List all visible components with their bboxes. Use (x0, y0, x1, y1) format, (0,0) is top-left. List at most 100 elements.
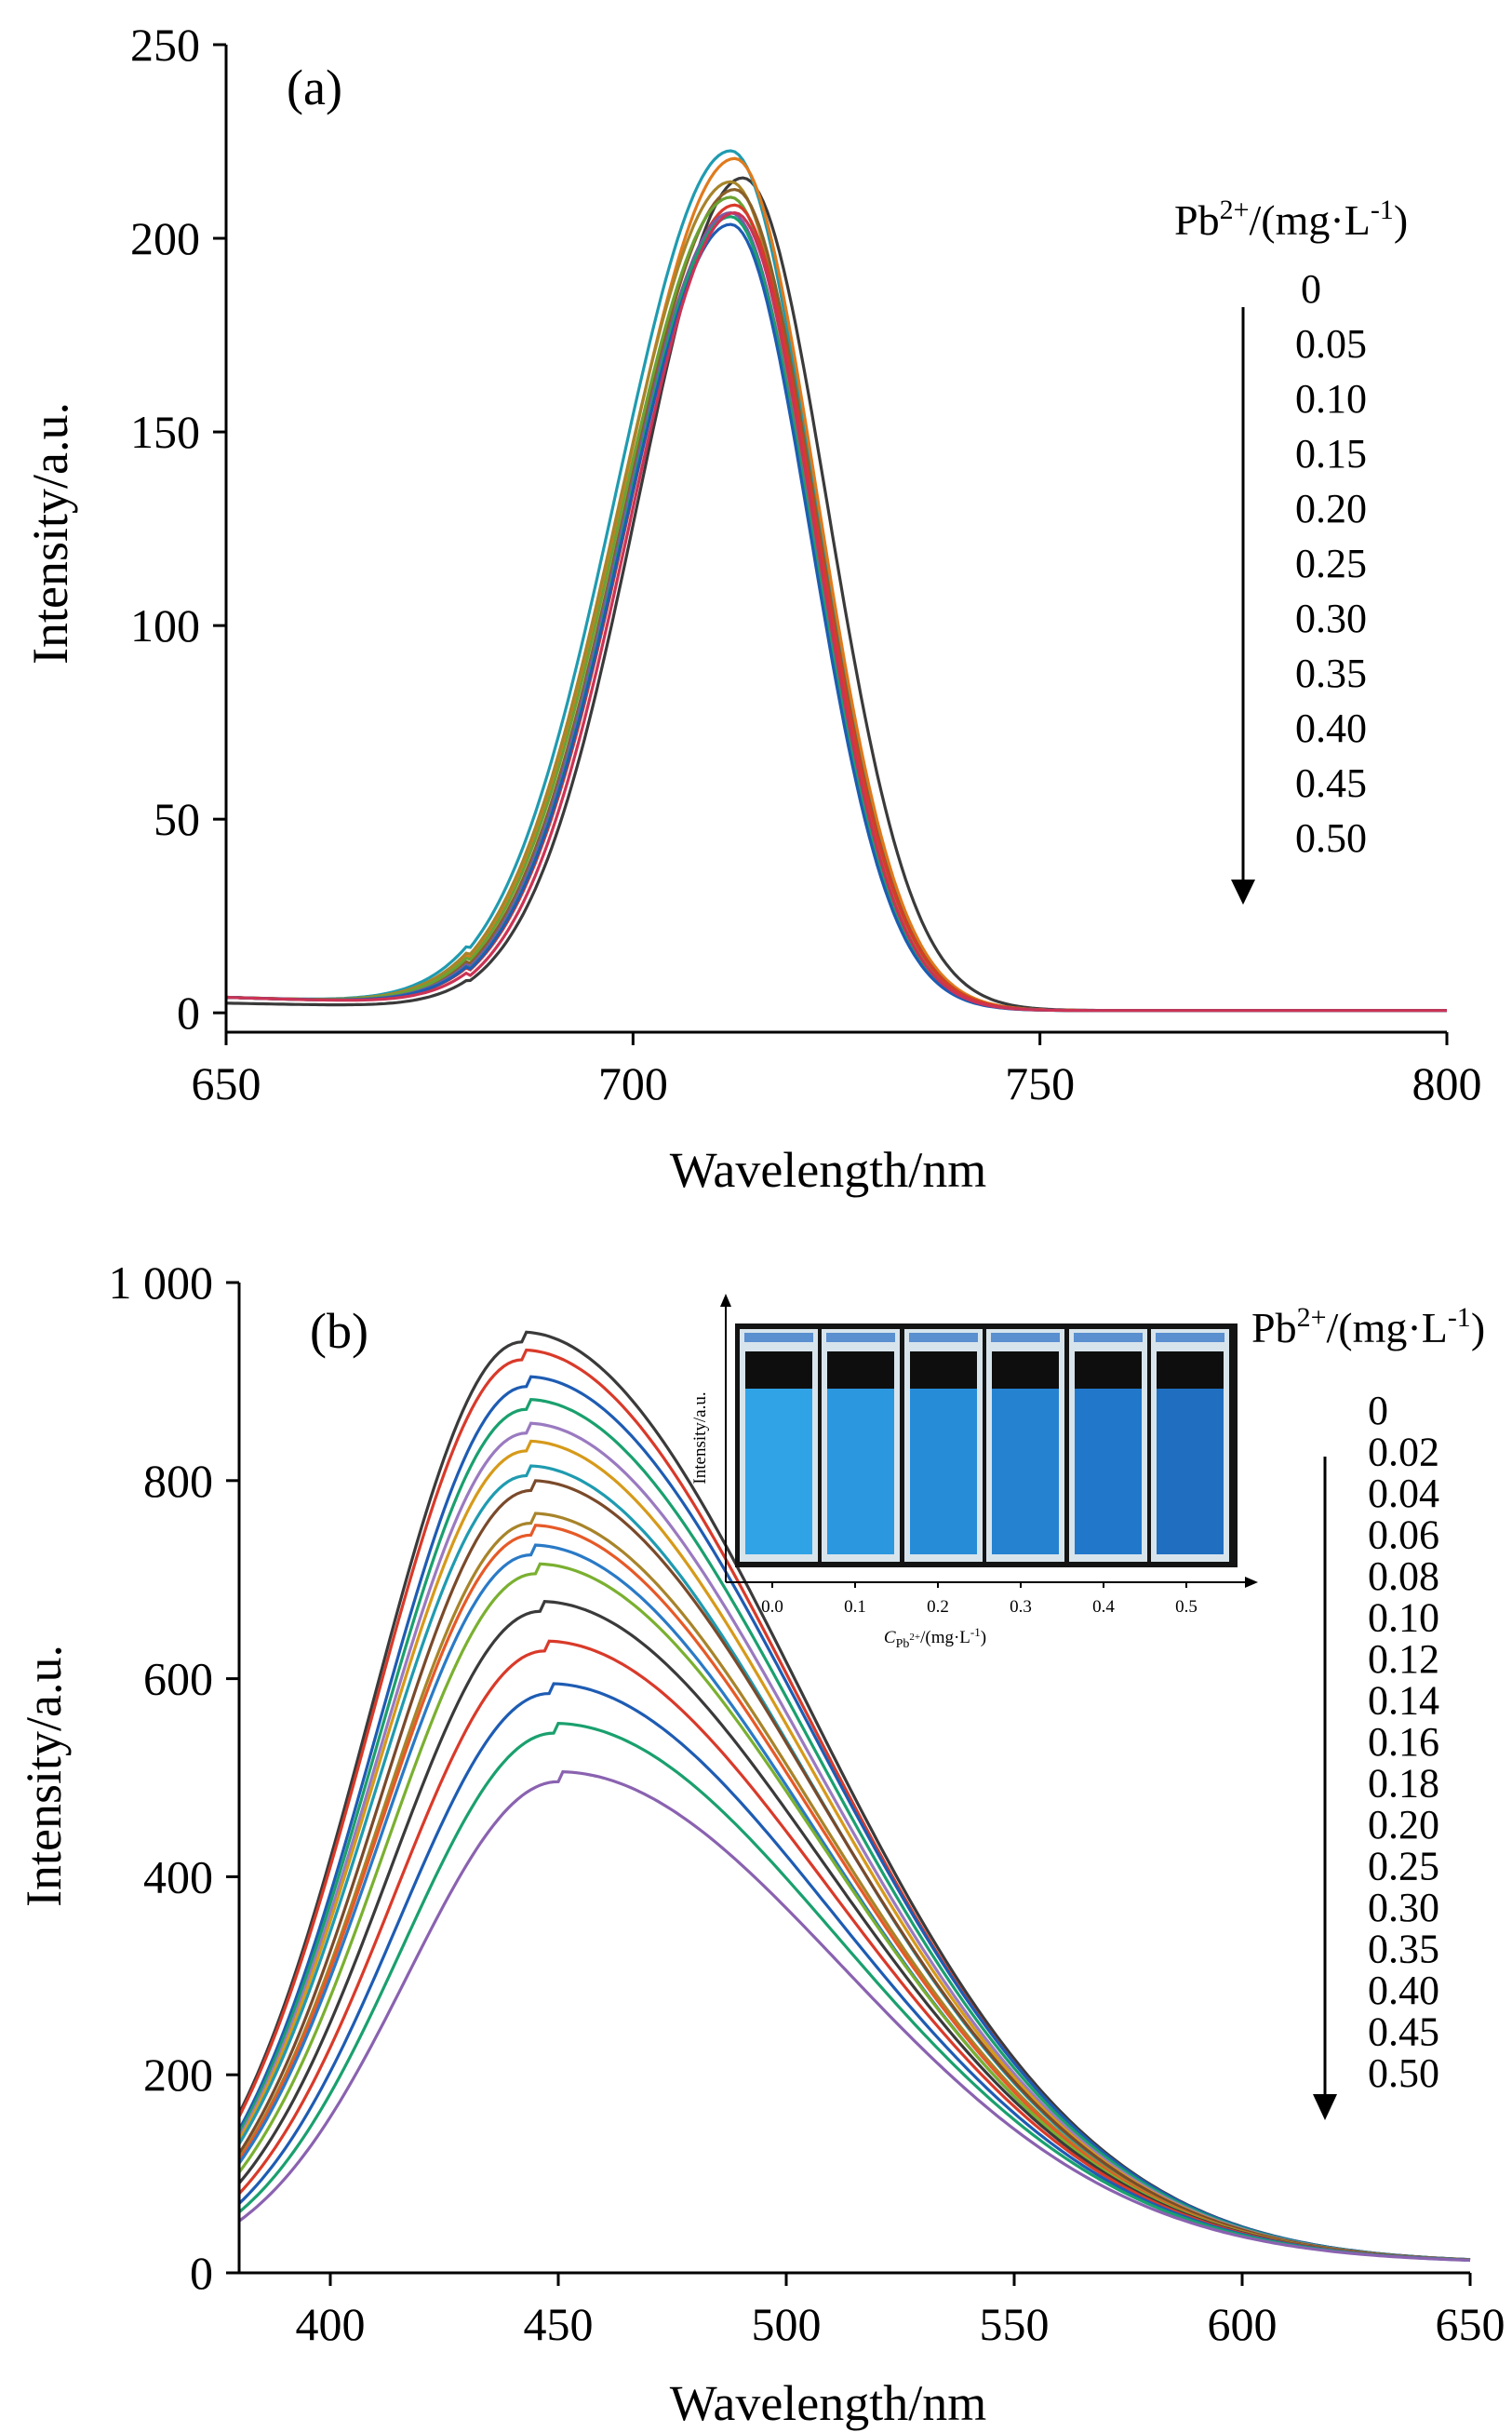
cuvette-headspace (1157, 1351, 1224, 1389)
inset-x-tick-label: 0.0 (761, 1597, 783, 1617)
panel-b-legend-entry: 0.06 (1368, 1512, 1439, 1558)
panel-b-legend-entry: 0.16 (1368, 1719, 1439, 1765)
panel-a-legend-entry: 0.25 (1295, 541, 1367, 586)
panel-a-legend-arrow-head (1231, 880, 1255, 905)
panel-b-y-tick-label: 800 (143, 1455, 213, 1507)
panel-a-legend-title: Pb2+/(mg·L-1) (1174, 195, 1408, 244)
panel-a-x-tick-label: 650 (192, 1057, 261, 1109)
panel-a-legend-entries: 0 0.05 0.10 0.15 0.20 0.25 0.30 0.35 0.40 0.45 0.5… (1295, 266, 1367, 861)
panel-b-legend-entry: 0.40 (1368, 1968, 1439, 2013)
inset-x-tick-label: 0.5 (1175, 1597, 1198, 1617)
panel-b: 400 450 500 550 600 650 0 200 400 600 800 1 000 (b)… (16, 1256, 1505, 2431)
panel-b-spectra (237, 1330, 1471, 2263)
panel-a-y-tick-label: 0 (177, 987, 200, 1039)
panel-b-legend-arrow-head (1313, 2094, 1337, 2120)
panel-a-legend-entry: 0.50 (1295, 815, 1367, 861)
panel-b-legend-entry: 0.18 (1368, 1761, 1439, 1807)
panel-a-y-tick-label: 200 (130, 212, 200, 264)
cuvette-cap (744, 1333, 813, 1342)
panel-b-x-tick-label: 400 (296, 2298, 366, 2350)
inset-x-tick-label: 0.4 (1092, 1597, 1115, 1617)
panel-b-y-tick-label: 600 (143, 1653, 213, 1705)
panel-b-legend-title: Pb2+/(mg·L-1) (1251, 1302, 1485, 1351)
panel-a-series-5 (225, 195, 1447, 1013)
cuvette-solution (827, 1389, 894, 1554)
panel-a-y-tick-label: 50 (154, 793, 200, 845)
cuvette-headspace (745, 1351, 812, 1389)
panel-a-legend-entry: 0.30 (1295, 596, 1367, 641)
cuvette-solution (992, 1389, 1059, 1554)
cuvette-headspace (827, 1351, 894, 1389)
panel-a-legend-entry: 0.45 (1295, 760, 1367, 806)
panel-b-legend-entry: 0.30 (1368, 1885, 1439, 1930)
inset-x-tick-label: 0.2 (927, 1597, 949, 1617)
cuvette-cap (909, 1333, 978, 1342)
inset-x-tick-label: 0.3 (1010, 1597, 1032, 1617)
panel-b-legend-entry: 0.02 (1368, 1430, 1439, 1475)
panel-b-series-14 (237, 1682, 1471, 2262)
panel-b-label: (b) (310, 1303, 368, 1359)
panel-b-legend-entry: 0.14 (1368, 1678, 1439, 1724)
panel-b-legend-entry: 0.04 (1368, 1471, 1439, 1516)
cuvette-cap (826, 1333, 895, 1342)
panel-b-legend-entry: 0.12 (1368, 1636, 1439, 1682)
panel-b-series-13 (237, 1639, 1471, 2262)
panel-b-x-tick-label: 500 (752, 2298, 822, 2350)
panel-a-legend-entry: 0.05 (1295, 321, 1367, 367)
inset-x-ticks: 0.0 0.1 0.2 0.3 0.4 0.5 (761, 1582, 1198, 1617)
panel-b-x-tick-label: 650 (1436, 2298, 1505, 2350)
panel-a-legend-entry: 0 (1301, 266, 1321, 312)
panel-a-series-2 (225, 156, 1447, 1013)
panel-a-y-tick-label: 100 (130, 599, 200, 652)
panel-a-x-tick-label: 700 (598, 1057, 668, 1109)
panel-b-y-tick-label: 400 (143, 1850, 213, 1902)
panel-b-y-tick-label: 200 (143, 2049, 213, 2101)
panel-a-spectra (225, 149, 1447, 1013)
panel-b-ticks: 400 450 500 550 600 650 0 200 400 600 800 1 000 (109, 1256, 1505, 2350)
panel-a-x-tick-label: 800 (1412, 1057, 1482, 1109)
panel-b-legend-entry: 0.35 (1368, 1927, 1439, 1972)
cuvette-headspace (1075, 1351, 1142, 1389)
inset-x-tick-label: 0.1 (844, 1597, 866, 1617)
panel-a: 650 700 750 800 0 50 100 150 200 250 (a) Waveleng… (22, 19, 1482, 1198)
panel-b-y-axis-title: Intensity/a.u. (16, 1645, 72, 1907)
panel-b-legend-entry: 0 (1368, 1388, 1388, 1433)
panel-a-legend-entry: 0.15 (1295, 431, 1367, 477)
panel-a-legend-entry: 0.20 (1295, 486, 1367, 531)
cuvette-cap (1156, 1333, 1224, 1342)
panel-b-legend-entry: 0.20 (1368, 1802, 1439, 1848)
panel-a-legend-entry: 0.35 (1295, 651, 1367, 696)
inset-y-arrow (720, 1294, 731, 1307)
cuvette-solution (745, 1389, 812, 1554)
panel-a-series-10 (225, 210, 1447, 1013)
panel-b-y-tick-label: 0 (190, 2247, 213, 2299)
panel-b-x-tick-label: 450 (524, 2298, 594, 2350)
panel-a-y-tick-label: 250 (130, 19, 200, 71)
cuvette-solution (1075, 1389, 1142, 1554)
panel-b-y-tick-label: 1 000 (109, 1256, 214, 1309)
inset-plot: Intensity/a.u. 0.0 0.1 0.2 0.3 0.4 0.5 CPb2+/… (690, 1294, 1258, 1651)
panel-b-legend-entry: 0.25 (1368, 1844, 1439, 1889)
panel-b-legend-entry: 0.50 (1368, 2050, 1439, 2096)
panel-b-legend: Pb2+/(mg·L-1) 00.020.040.060.080.100.120… (1251, 1302, 1485, 2120)
cuvette-headspace (992, 1351, 1059, 1389)
panel-b-x-tick-label: 550 (980, 2298, 1050, 2350)
panel-b-legend-entries: 00.020.040.060.080.100.120.140.160.180.2… (1368, 1388, 1439, 2096)
panel-a-label: (a) (287, 60, 342, 115)
panel-a-legend-entry: 0.10 (1295, 376, 1367, 422)
cuvette-headspace (910, 1351, 977, 1389)
panel-a-legend: Pb2+/(mg·L-1) 00.050.100.150.200.250.300… (1174, 195, 1408, 905)
panel-a-series-1 (225, 149, 1447, 1013)
panel-a-ticks: 650 700 750 800 0 50 100 150 200 250 (130, 19, 1482, 1109)
panel-a-series-0 (225, 176, 1447, 1013)
cuvette-solution (1157, 1389, 1224, 1554)
panel-a-y-axis-title: Intensity/a.u. (22, 402, 78, 665)
cuvette-cap (991, 1333, 1060, 1342)
panel-a-y-tick-label: 150 (130, 406, 200, 458)
panel-a-x-axis-title: Wavelength/nm (670, 1142, 987, 1198)
panel-b-legend-entry: 0.45 (1368, 2009, 1439, 2055)
panel-b-legend-entry: 0.10 (1368, 1595, 1439, 1641)
panel-a-legend-entry: 0.40 (1295, 705, 1367, 751)
cuvette-photo (735, 1323, 1238, 1567)
